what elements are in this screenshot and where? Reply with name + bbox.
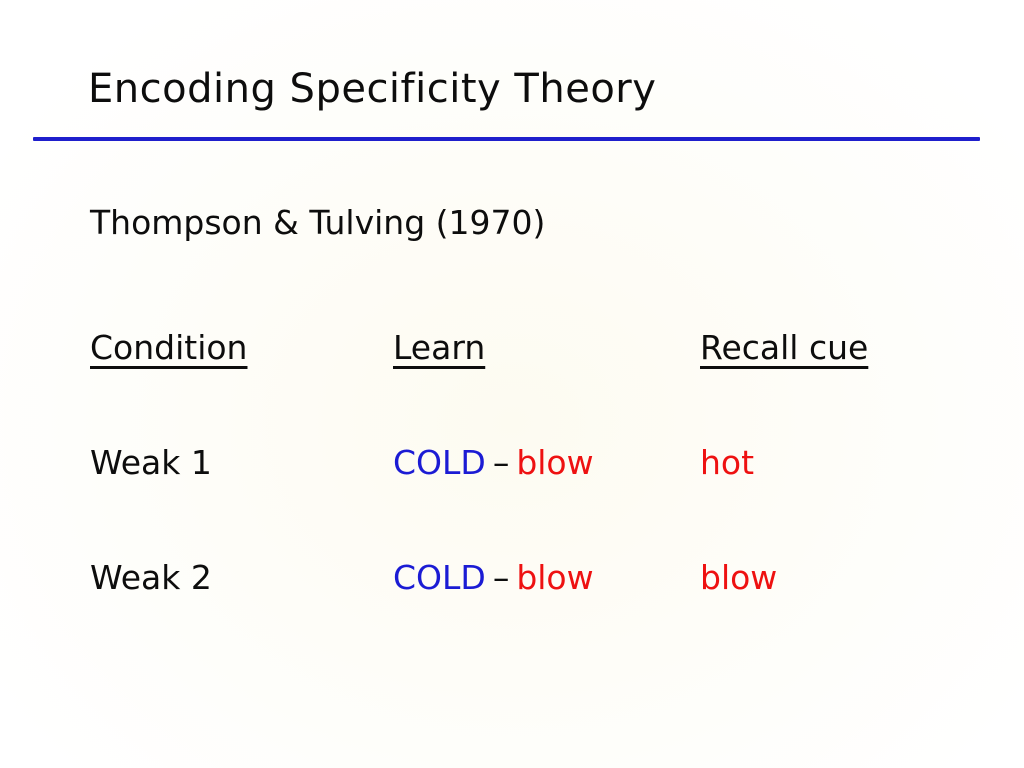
header-condition: Condition <box>90 328 248 367</box>
learn-cell: COLD – blow <box>393 558 594 597</box>
condition-cell: Weak 1 <box>90 443 212 482</box>
separator-dash: – <box>492 558 510 597</box>
reference-text: Thompson & Tulving (1970) <box>90 203 546 242</box>
slide-title: Encoding Specificity Theory <box>88 66 657 112</box>
recall-cue-cell: hot <box>700 443 755 482</box>
separator-dash: – <box>492 443 510 482</box>
table-row-weak-2: Weak 2 COLD – blow blow <box>0 558 1024 608</box>
header-recall-cue: Recall cue <box>700 328 869 367</box>
title-divider-rule <box>33 137 980 141</box>
header-learn: Learn <box>393 328 486 367</box>
learn-word: COLD <box>393 558 486 597</box>
table-row-weak-1: Weak 1 COLD – blow hot <box>0 443 1024 493</box>
condition-cell: Weak 2 <box>90 558 212 597</box>
learn-cell: COLD – blow <box>393 443 594 482</box>
learn-associate: blow <box>516 443 594 482</box>
recall-cue-cell: blow <box>700 558 778 597</box>
learn-word: COLD <box>393 443 486 482</box>
table-header-row: Condition Learn Recall cue <box>0 328 1024 378</box>
learn-associate: blow <box>516 558 594 597</box>
